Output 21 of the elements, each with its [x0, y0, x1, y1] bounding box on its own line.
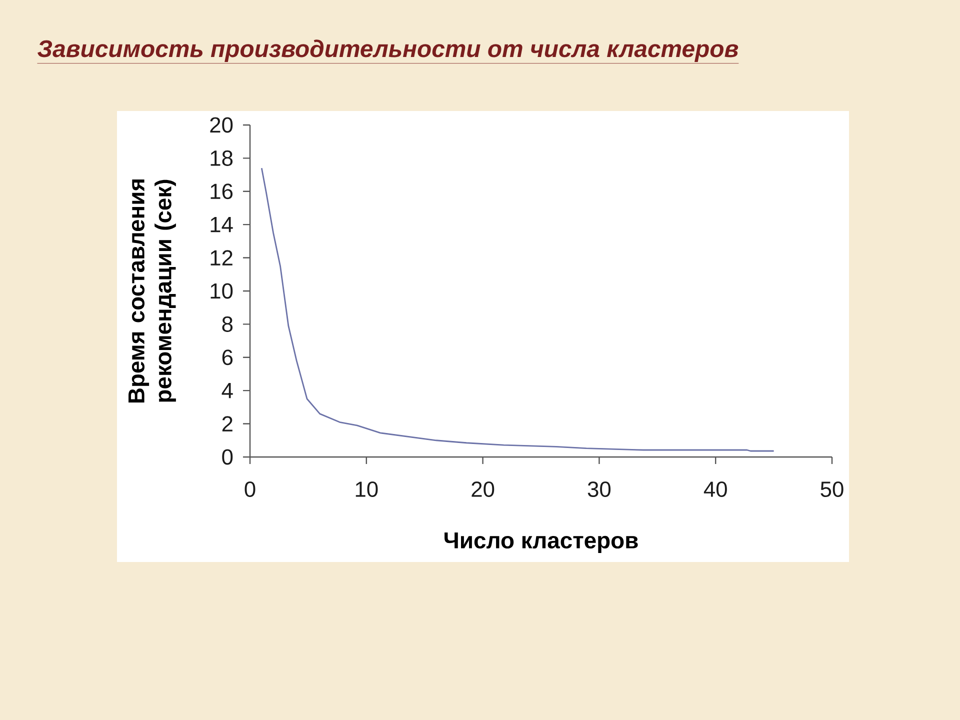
y-tick-label: 8 — [222, 316, 233, 332]
y-axis-title: Время составления рекомендации (сек) — [128, 179, 176, 403]
y-tick-label: 20 — [210, 117, 233, 133]
y-tick-label: 12 — [210, 250, 232, 266]
line-series — [260, 167, 775, 452]
y-tick-label: 16 — [210, 184, 233, 200]
y-tick-label: 18 — [210, 150, 233, 166]
y-tick-label: 4 — [222, 383, 233, 398]
x-tick-label: 10 — [356, 481, 378, 498]
x-tick-label: 30 — [588, 481, 611, 498]
x-tick-label: 20 — [472, 481, 494, 498]
x-tick-label: 40 — [704, 481, 727, 498]
x-axis-title: Число кластеров — [444, 532, 638, 554]
y-tick-label: 14 — [210, 217, 233, 232]
x-tick-label: 0 — [244, 481, 256, 498]
y-tick-label: 2 — [222, 416, 232, 432]
chart-title: Зависимость производительности от числа кластеров — [38, 40, 738, 62]
y-tick-label: 10 — [210, 283, 233, 299]
y-tick-label: 0 — [222, 449, 233, 465]
y-tick-label: 6 — [222, 350, 233, 366]
x-tick-label: 50 — [820, 481, 844, 498]
